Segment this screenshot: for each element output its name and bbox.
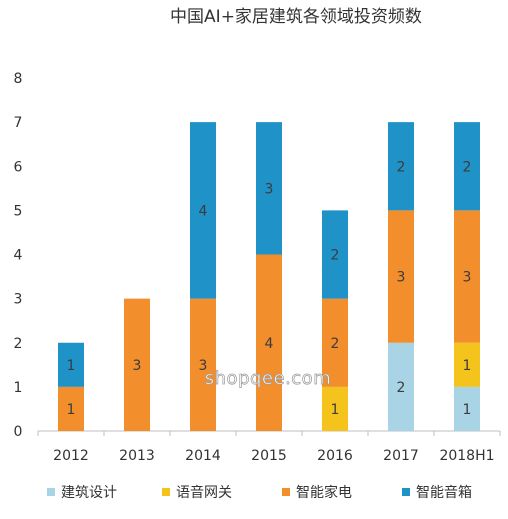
legend: 建筑设计 语音网关 智能家电 智能音箱 [47, 484, 472, 501]
bar-data-label: 1 [463, 402, 472, 418]
bar-segment [454, 122, 480, 211]
x-tick-label: 2012 [53, 448, 89, 464]
y-tick-label: 6 [14, 159, 23, 175]
x-tick-label: 2015 [251, 448, 287, 464]
y-tick-label: 8 [14, 71, 23, 87]
bar-segment [190, 122, 216, 299]
bar-data-label: 1 [67, 358, 76, 374]
chart-title: 中国AI+家居建筑各领域投资频数 [170, 7, 422, 27]
bar-data-label: 1 [463, 358, 472, 374]
bar-segment [388, 210, 414, 343]
bar-segment [124, 298, 150, 431]
bar-data-label: 4 [265, 336, 274, 352]
bar-segment [322, 386, 348, 431]
y-tick-label: 4 [14, 248, 23, 264]
bar-segment [256, 254, 282, 431]
y-tick-label: 0 [14, 424, 23, 440]
legend-swatch [402, 488, 410, 496]
legend-swatch [47, 488, 55, 496]
bars: 1 1 3 3 4 4 3 1 2 2 2 3 2 1 1 3 2 [58, 122, 480, 431]
bar-segment [190, 298, 216, 431]
legend-swatch [282, 488, 290, 496]
bar-segment [322, 210, 348, 299]
legend-label: 智能音箱 [416, 484, 472, 501]
x-tick-label: 2014 [185, 448, 221, 464]
bar-data-label: 3 [199, 358, 208, 374]
legend-label: 智能家电 [296, 484, 352, 501]
bar-data-label: 1 [331, 402, 340, 418]
bar-segment [58, 386, 84, 431]
watermark-text: shopqee.com [205, 368, 331, 389]
bar-segment [454, 386, 480, 431]
bar-segment [388, 342, 414, 431]
bar-data-label: 2 [331, 248, 340, 264]
bar-segment [256, 122, 282, 255]
bar-segment [388, 122, 414, 211]
legend-label: 语音网关 [176, 484, 232, 501]
bar-data-label: 2 [397, 159, 406, 175]
bar-segment [454, 342, 480, 387]
bar-data-label: 3 [463, 270, 472, 286]
y-tick-label: 3 [14, 292, 23, 308]
x-tick-label: 2016 [317, 448, 353, 464]
bar-segment [322, 298, 348, 387]
y-tick-label: 7 [14, 115, 23, 131]
x-tick-label: 2017 [383, 448, 419, 464]
bar-segment [454, 210, 480, 343]
bar-data-label: 1 [67, 402, 76, 418]
bar-data-label: 2 [463, 159, 472, 175]
y-axis: 0 1 2 3 4 5 6 7 8 [14, 71, 23, 440]
y-tick-label: 5 [14, 203, 23, 219]
legend-label: 建筑设计 [61, 485, 117, 501]
x-axis: 2012 2013 2014 2015 2016 2017 2018H1 [37, 430, 501, 464]
bar-data-label: 2 [397, 380, 406, 396]
x-tick-label: 2018H1 [439, 448, 494, 464]
y-tick-label: 1 [14, 380, 23, 396]
bar-data-label: 3 [397, 270, 406, 286]
bar-data-label: 3 [133, 358, 142, 374]
bar-data-label: 3 [265, 181, 274, 197]
bar-segment [58, 342, 84, 387]
legend-swatch [162, 488, 170, 496]
bar-data-label: 2 [331, 336, 340, 352]
y-tick-label: 2 [14, 336, 23, 352]
bar-data-label: 4 [199, 203, 208, 219]
x-tick-label: 2013 [119, 448, 155, 464]
